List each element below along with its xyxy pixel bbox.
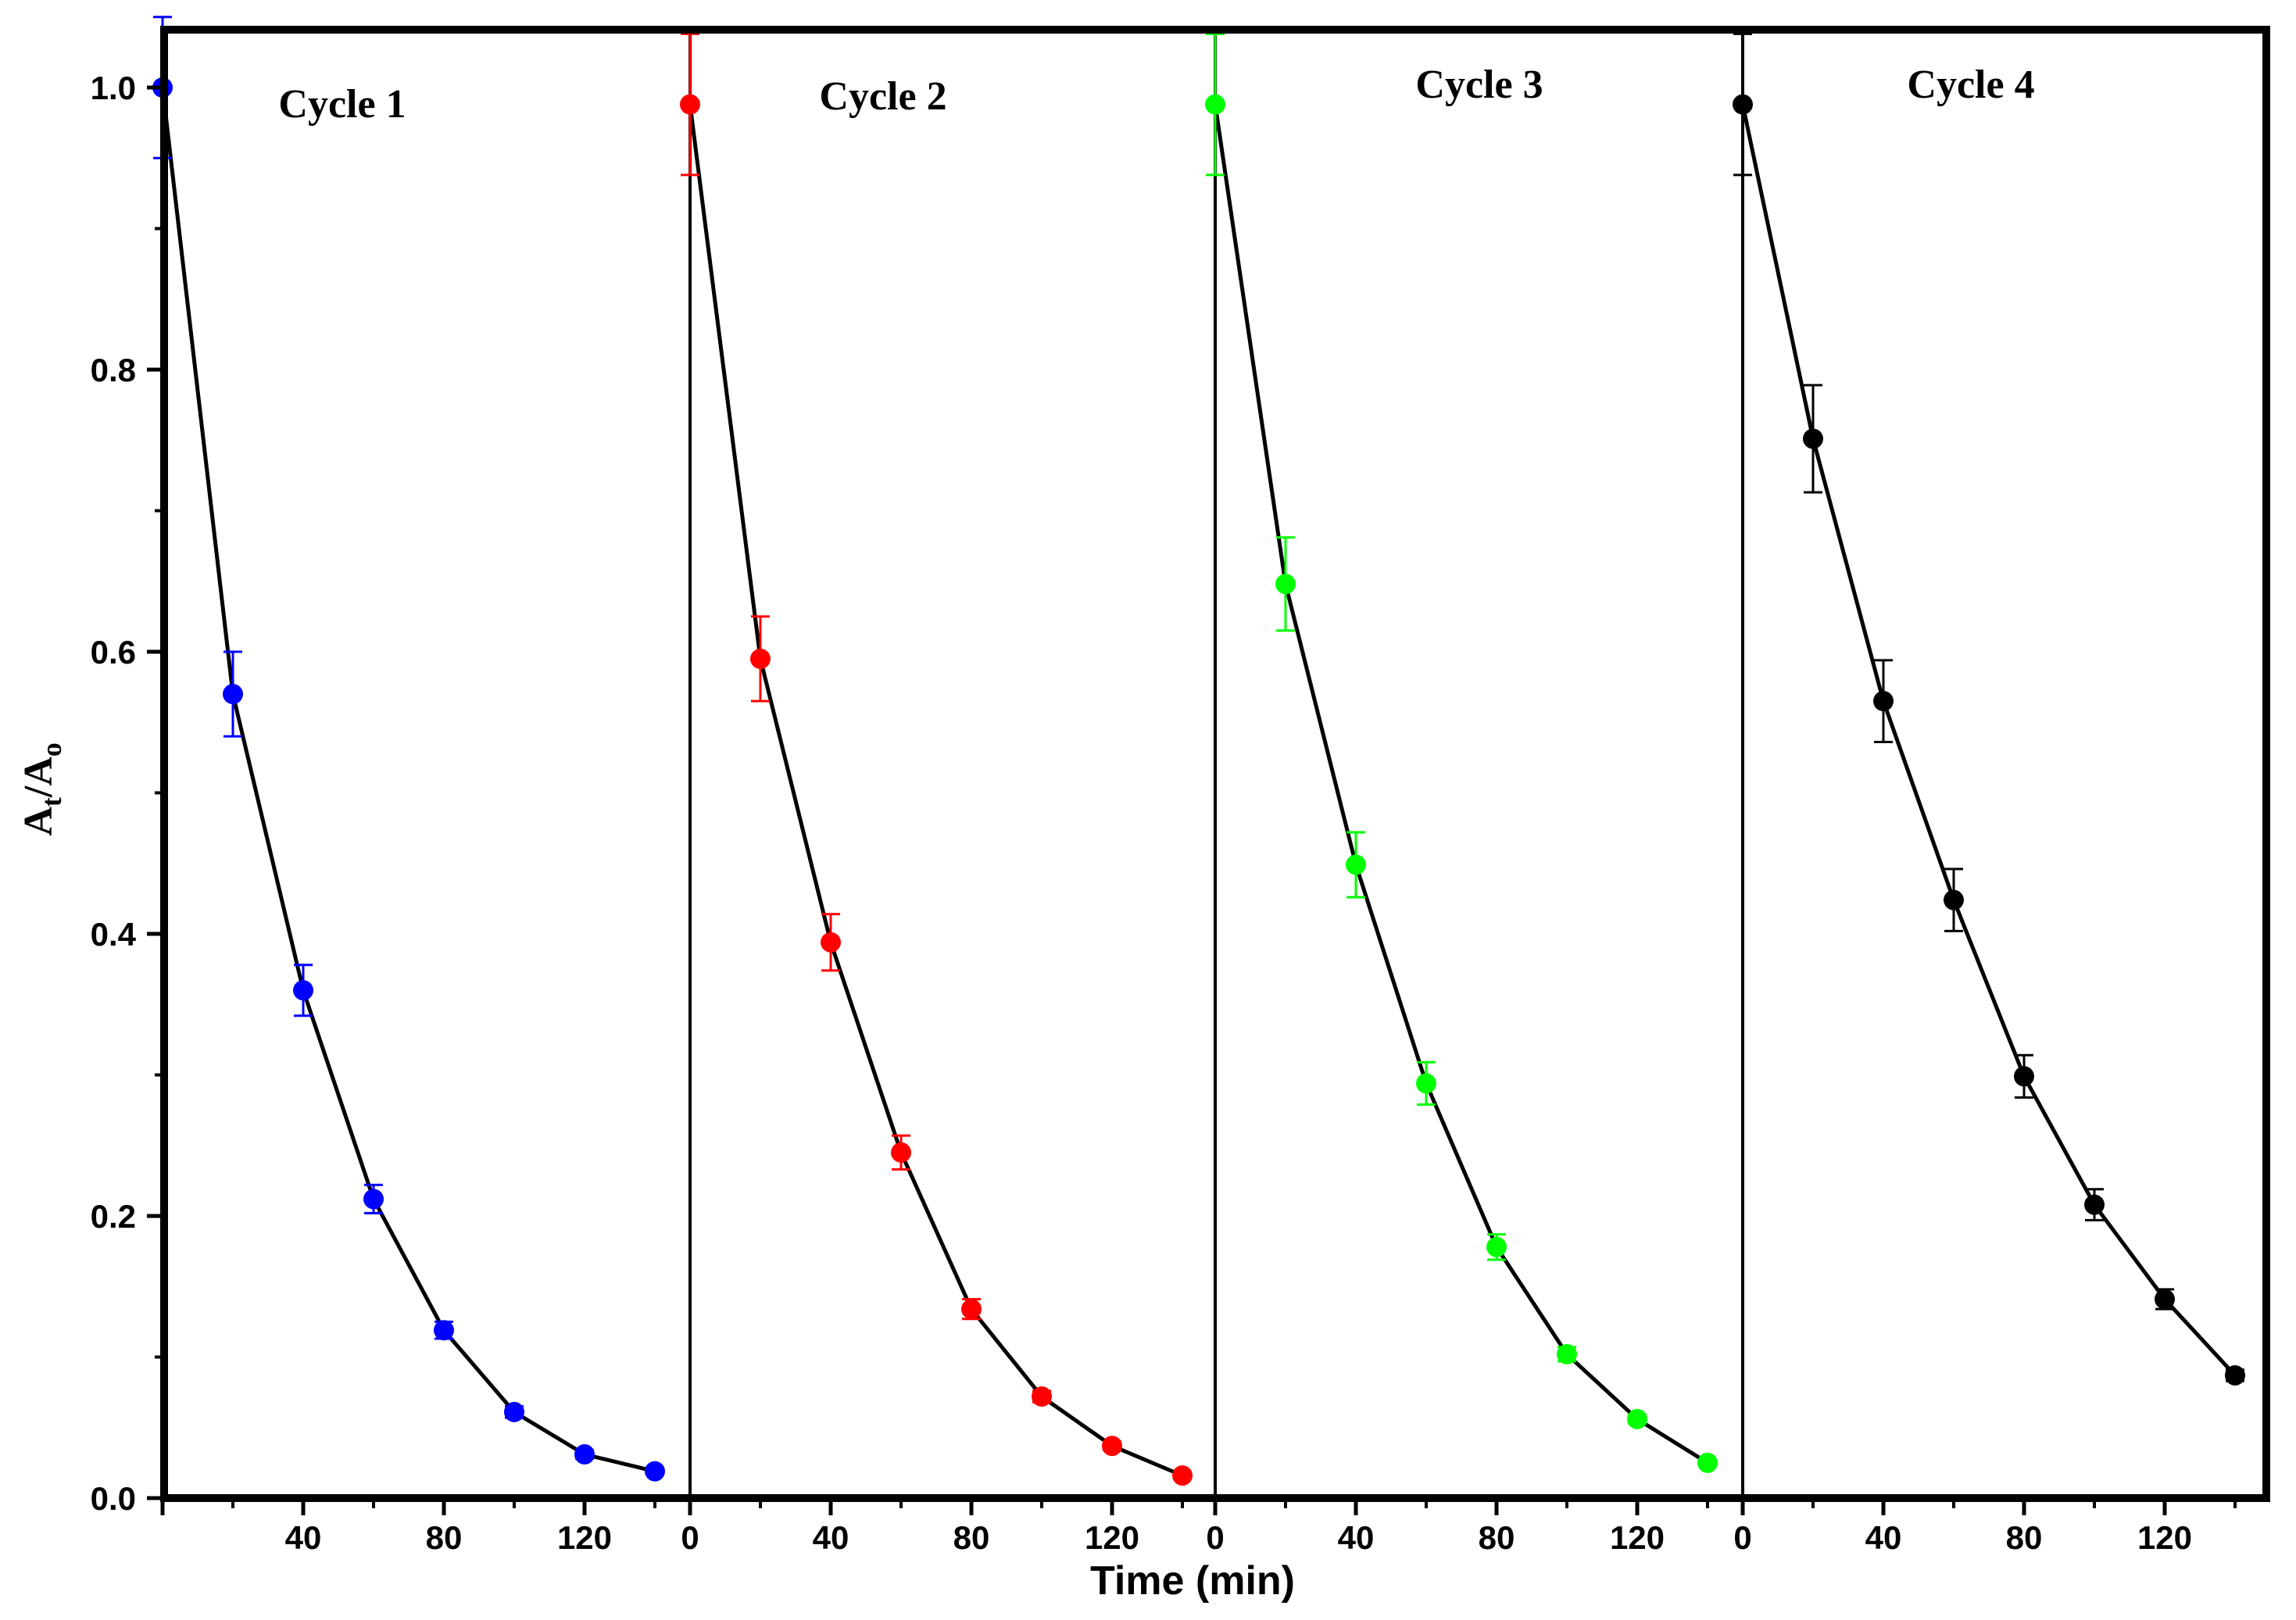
cycle-title: Cycle 4 <box>1907 63 2034 107</box>
data-point <box>223 684 243 705</box>
series-2: Cycle 2 <box>680 32 1193 1486</box>
series-3: Cycle 3 <box>1205 32 1718 1473</box>
data-point <box>750 649 771 670</box>
x-tick-label: 120 <box>1610 1519 1665 1556</box>
series-line <box>1213 104 1709 1464</box>
x-tick-label: 120 <box>2137 1519 2192 1556</box>
series-line <box>160 87 656 1474</box>
data-point <box>1416 1073 1436 1094</box>
data-point <box>1032 1386 1052 1407</box>
data-point <box>821 932 841 953</box>
data-point <box>645 1461 665 1482</box>
x-tick-label: 0 <box>1733 1519 1751 1556</box>
y-tick-label: 0.8 <box>91 352 136 388</box>
y-axis-title-main: A <box>16 806 61 836</box>
cycle-title: Cycle 3 <box>1415 63 1543 107</box>
data-point <box>2014 1066 2034 1087</box>
x-tick-label: 120 <box>1085 1519 1139 1556</box>
series-4: Cycle 4 <box>1733 32 2245 1386</box>
series-line <box>1740 104 2237 1377</box>
x-tick-label: 80 <box>426 1519 463 1556</box>
y-tick-label: 0.2 <box>91 1198 136 1235</box>
series-line <box>688 104 1183 1478</box>
plot-layer: Cycle 1 Cycle 2 Cycle 3 Cycle 4 <box>152 16 2245 1498</box>
y-tick-label: 1.0 <box>91 70 136 106</box>
data-point <box>574 1444 595 1465</box>
x-tick-label: 40 <box>1338 1519 1375 1556</box>
data-point <box>293 980 313 1001</box>
x-tick-label: 40 <box>1865 1519 1902 1556</box>
cycle-title: Cycle 2 <box>819 74 946 119</box>
data-point <box>961 1299 982 1320</box>
data-point <box>1205 94 1225 115</box>
y-axis-title-sub-t: t <box>36 797 67 806</box>
data-point <box>1102 1436 1122 1457</box>
y-axis-title-sub-o: o <box>36 742 67 756</box>
data-point <box>1486 1236 1507 1257</box>
data-point <box>1697 1452 1718 1473</box>
y-axis-title: At/Ao <box>16 742 67 836</box>
data-point <box>680 94 700 115</box>
x-tick-label: 80 <box>953 1519 990 1556</box>
data-point <box>1346 854 1366 875</box>
data-point <box>504 1401 524 1422</box>
data-point <box>434 1320 454 1341</box>
data-point <box>1803 428 1823 449</box>
y-axis-title-slash: /A <box>16 756 61 798</box>
data-point <box>363 1189 384 1210</box>
data-point <box>1944 889 1964 910</box>
y-tick-label: 0.0 <box>91 1480 136 1517</box>
data-point <box>891 1142 911 1163</box>
x-tick-label: 80 <box>2006 1519 2043 1556</box>
data-point <box>2225 1364 2245 1386</box>
data-point <box>1557 1343 1577 1364</box>
x-tick-label: 0 <box>1206 1519 1224 1556</box>
data-point <box>1873 691 1894 712</box>
axis-layer: 0.0 0.2 0.4 0.6 0.8 1.0 40 80 120 0 40 80 120 0 40 80 12… <box>91 70 2237 1556</box>
data-point <box>2155 1289 2175 1310</box>
data-point <box>1172 1465 1193 1486</box>
x-tick-label: 40 <box>285 1519 322 1556</box>
y-tick-label: 0.4 <box>91 916 137 953</box>
x-tick-label: 40 <box>813 1519 849 1556</box>
data-point <box>1733 94 1753 115</box>
x-tick-label: 80 <box>1479 1519 1515 1556</box>
y-tick-label: 0.6 <box>91 634 136 671</box>
data-point <box>1275 574 1296 595</box>
cycle-title: Cycle 1 <box>278 82 406 127</box>
data-point <box>1627 1408 1647 1429</box>
x-tick-label: 0 <box>681 1519 699 1556</box>
x-axis-title: Time (min) <box>1090 1558 1295 1604</box>
x-tick-label: 120 <box>557 1519 612 1556</box>
data-point <box>2084 1194 2105 1215</box>
